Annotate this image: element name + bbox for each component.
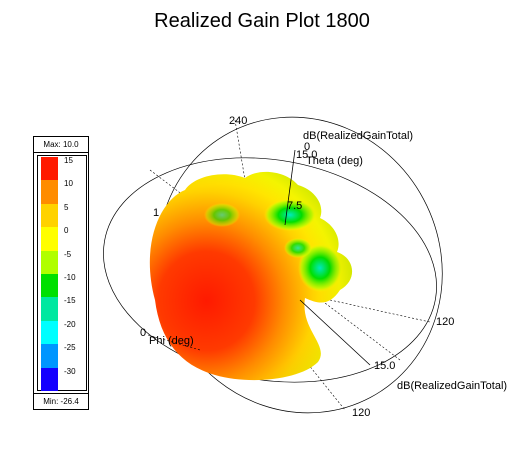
legend-swatch [41, 203, 58, 228]
color-legend: Max: 10.0 15 10 5 0 -5 -10 -15 -20 -25 -30 Min: -… [33, 136, 89, 410]
legend-tick: -25 [64, 343, 76, 353]
legend-swatch [41, 250, 58, 274]
tick-15-bottom: 15.0 [374, 360, 395, 372]
legend-swatch [41, 297, 58, 321]
legend-tick: 5 [64, 202, 69, 212]
legend-swatch [41, 227, 58, 251]
legend-swatch [41, 320, 58, 345]
legend-swatch [41, 157, 58, 181]
tick-120-right: 120 [436, 316, 454, 328]
tick-0-phi: 0 [140, 327, 146, 339]
legend-tick: -10 [64, 273, 76, 282]
tick-1: 1 [153, 207, 159, 219]
gain-surface [149, 171, 353, 381]
legend-tick: -20 [64, 319, 76, 329]
tick-240: 240 [229, 115, 247, 127]
theta-axis-label: Theta (deg) [306, 155, 363, 167]
tick-7-5: 7.5 [287, 200, 302, 212]
legend-tick: 15 [64, 156, 73, 165]
legend-max: Max: 10.0 [34, 137, 88, 153]
legend-tick: -15 [64, 296, 76, 306]
tick-120-bottom: 120 [352, 407, 370, 419]
legend-swatch [41, 344, 58, 368]
legend-tick: 0 [64, 226, 69, 236]
quantity-label-top: dB(RealizedGainTotal) [303, 130, 413, 142]
legend-swatch [41, 274, 58, 298]
chart-title: Realized Gain Plot 1800 [154, 10, 370, 32]
legend-tick: -5 [64, 249, 72, 259]
tick-0-top: 0 [304, 141, 310, 153]
legend-scale: 15 10 5 0 -5 -10 -15 -20 -25 -30 [37, 155, 87, 391]
tick-15-top: 15.0 [296, 149, 317, 161]
quantity-label-bottom: dB(RealizedGainTotal) [397, 380, 507, 392]
phi-axis-label: Phi (deg) [149, 335, 194, 347]
legend-min: Min: -26.4 [34, 393, 88, 409]
legend-swatch [41, 180, 58, 204]
legend-tick: 10 [64, 179, 73, 189]
legend-tick: -30 [64, 366, 76, 376]
legend-swatch [41, 367, 58, 391]
